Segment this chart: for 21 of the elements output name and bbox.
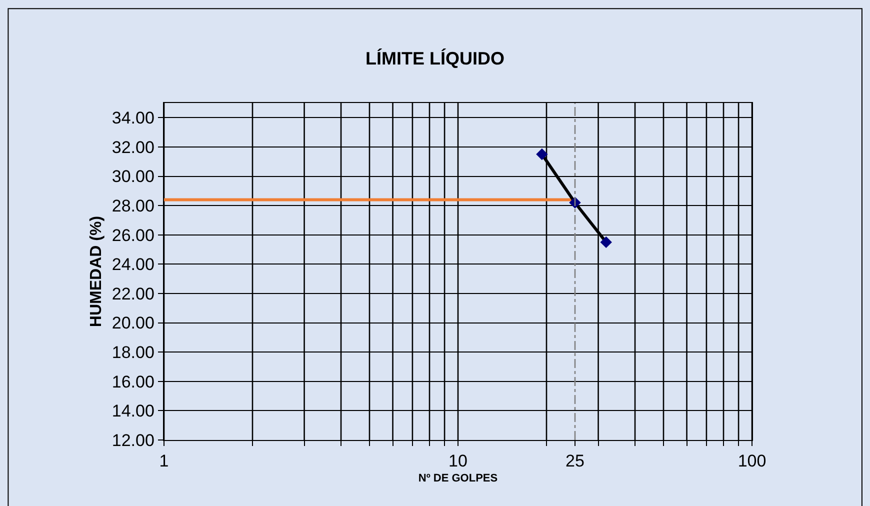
y-tick-label: 18.00 [112,343,154,362]
x-axis-title: Nº DE GOLPES [418,472,498,485]
y-tick-label: 34.00 [112,108,154,128]
y-tick-label: 22.00 [112,284,154,304]
y-axis-title: HUMEDAD (%) [88,216,105,328]
y-tick-label: 20.00 [112,314,154,333]
y-tick-label: 16.00 [112,372,154,392]
y-tick-label: 24.00 [112,255,154,274]
x-tick-label: 100 [738,452,766,471]
x-tick-label: 1 [159,452,169,471]
chart-title: LÍMITE LÍQUIDO [366,48,504,68]
x-tick-label: 25 [566,452,584,471]
y-tick-label: 32.00 [112,138,154,157]
y-tick-label: 28.00 [112,196,154,216]
y-tick-label: 30.00 [112,167,154,186]
y-tick-label: 12.00 [112,430,154,450]
x-tick-label: 10 [448,452,468,471]
y-tick-label: 26.00 [112,226,154,245]
point [600,236,612,248]
point [536,148,548,160]
y-tick-label: 14.00 [112,402,154,421]
